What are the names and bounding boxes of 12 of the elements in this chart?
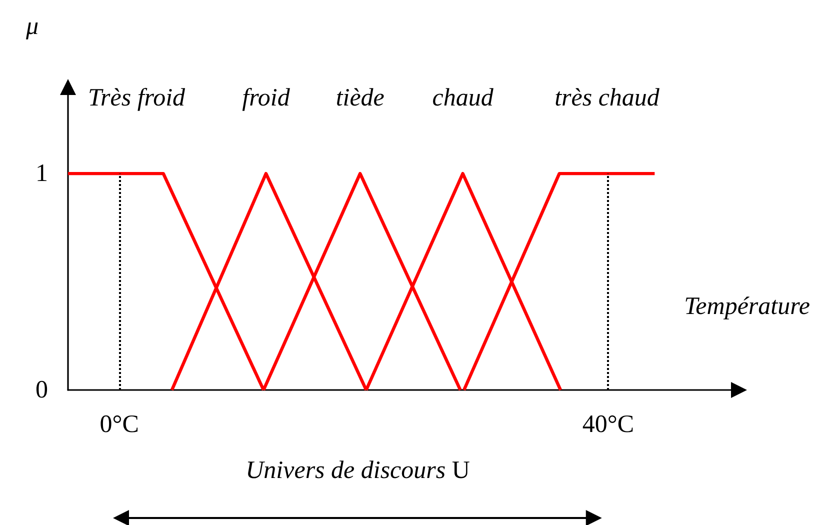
x-tick-label: 40°C (582, 411, 634, 438)
text: froid (242, 84, 290, 112)
x-tick-label: 0°C (100, 411, 139, 438)
text: tiède (336, 84, 384, 112)
text: Univers de discours U (246, 457, 470, 484)
y-tick-label: 0 (36, 376, 48, 404)
y-axis-title: μ (25, 13, 39, 40)
y-tick-label: 1 (36, 160, 48, 188)
text: Très froid (88, 84, 186, 112)
x-axis-title: Température (684, 293, 810, 320)
text: très chaud (554, 84, 660, 112)
text: chaud (432, 84, 494, 112)
